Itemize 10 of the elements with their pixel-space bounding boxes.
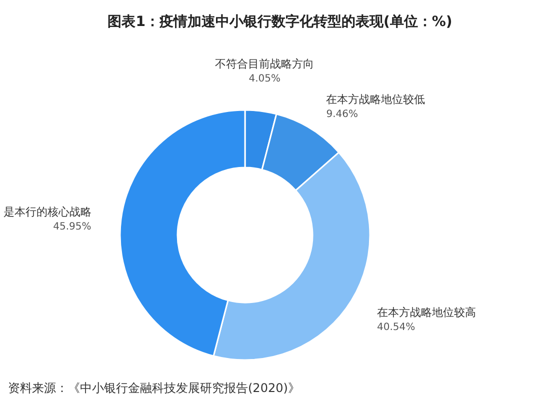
slice-label: 不符合目前战略方向 [215,57,314,70]
data-label: 9.46% [326,108,358,120]
slice-label: 是本行的核心战略 [3,205,92,218]
data-label: 40.54% [377,322,416,334]
text: 资料来源：《中小银行金融科技发展研究报告(2020)》 [8,381,300,395]
data-label: 4.05% [248,73,281,84]
data-label: 45.95% [53,221,92,232]
slice-label: 在本方战略地位较低 [326,92,426,106]
slice-label: 在本方战略地位较高 [377,306,476,320]
chart-title: 图表1：疫情加速中小银行数字化转型的表现(单位：%) [108,13,452,30]
